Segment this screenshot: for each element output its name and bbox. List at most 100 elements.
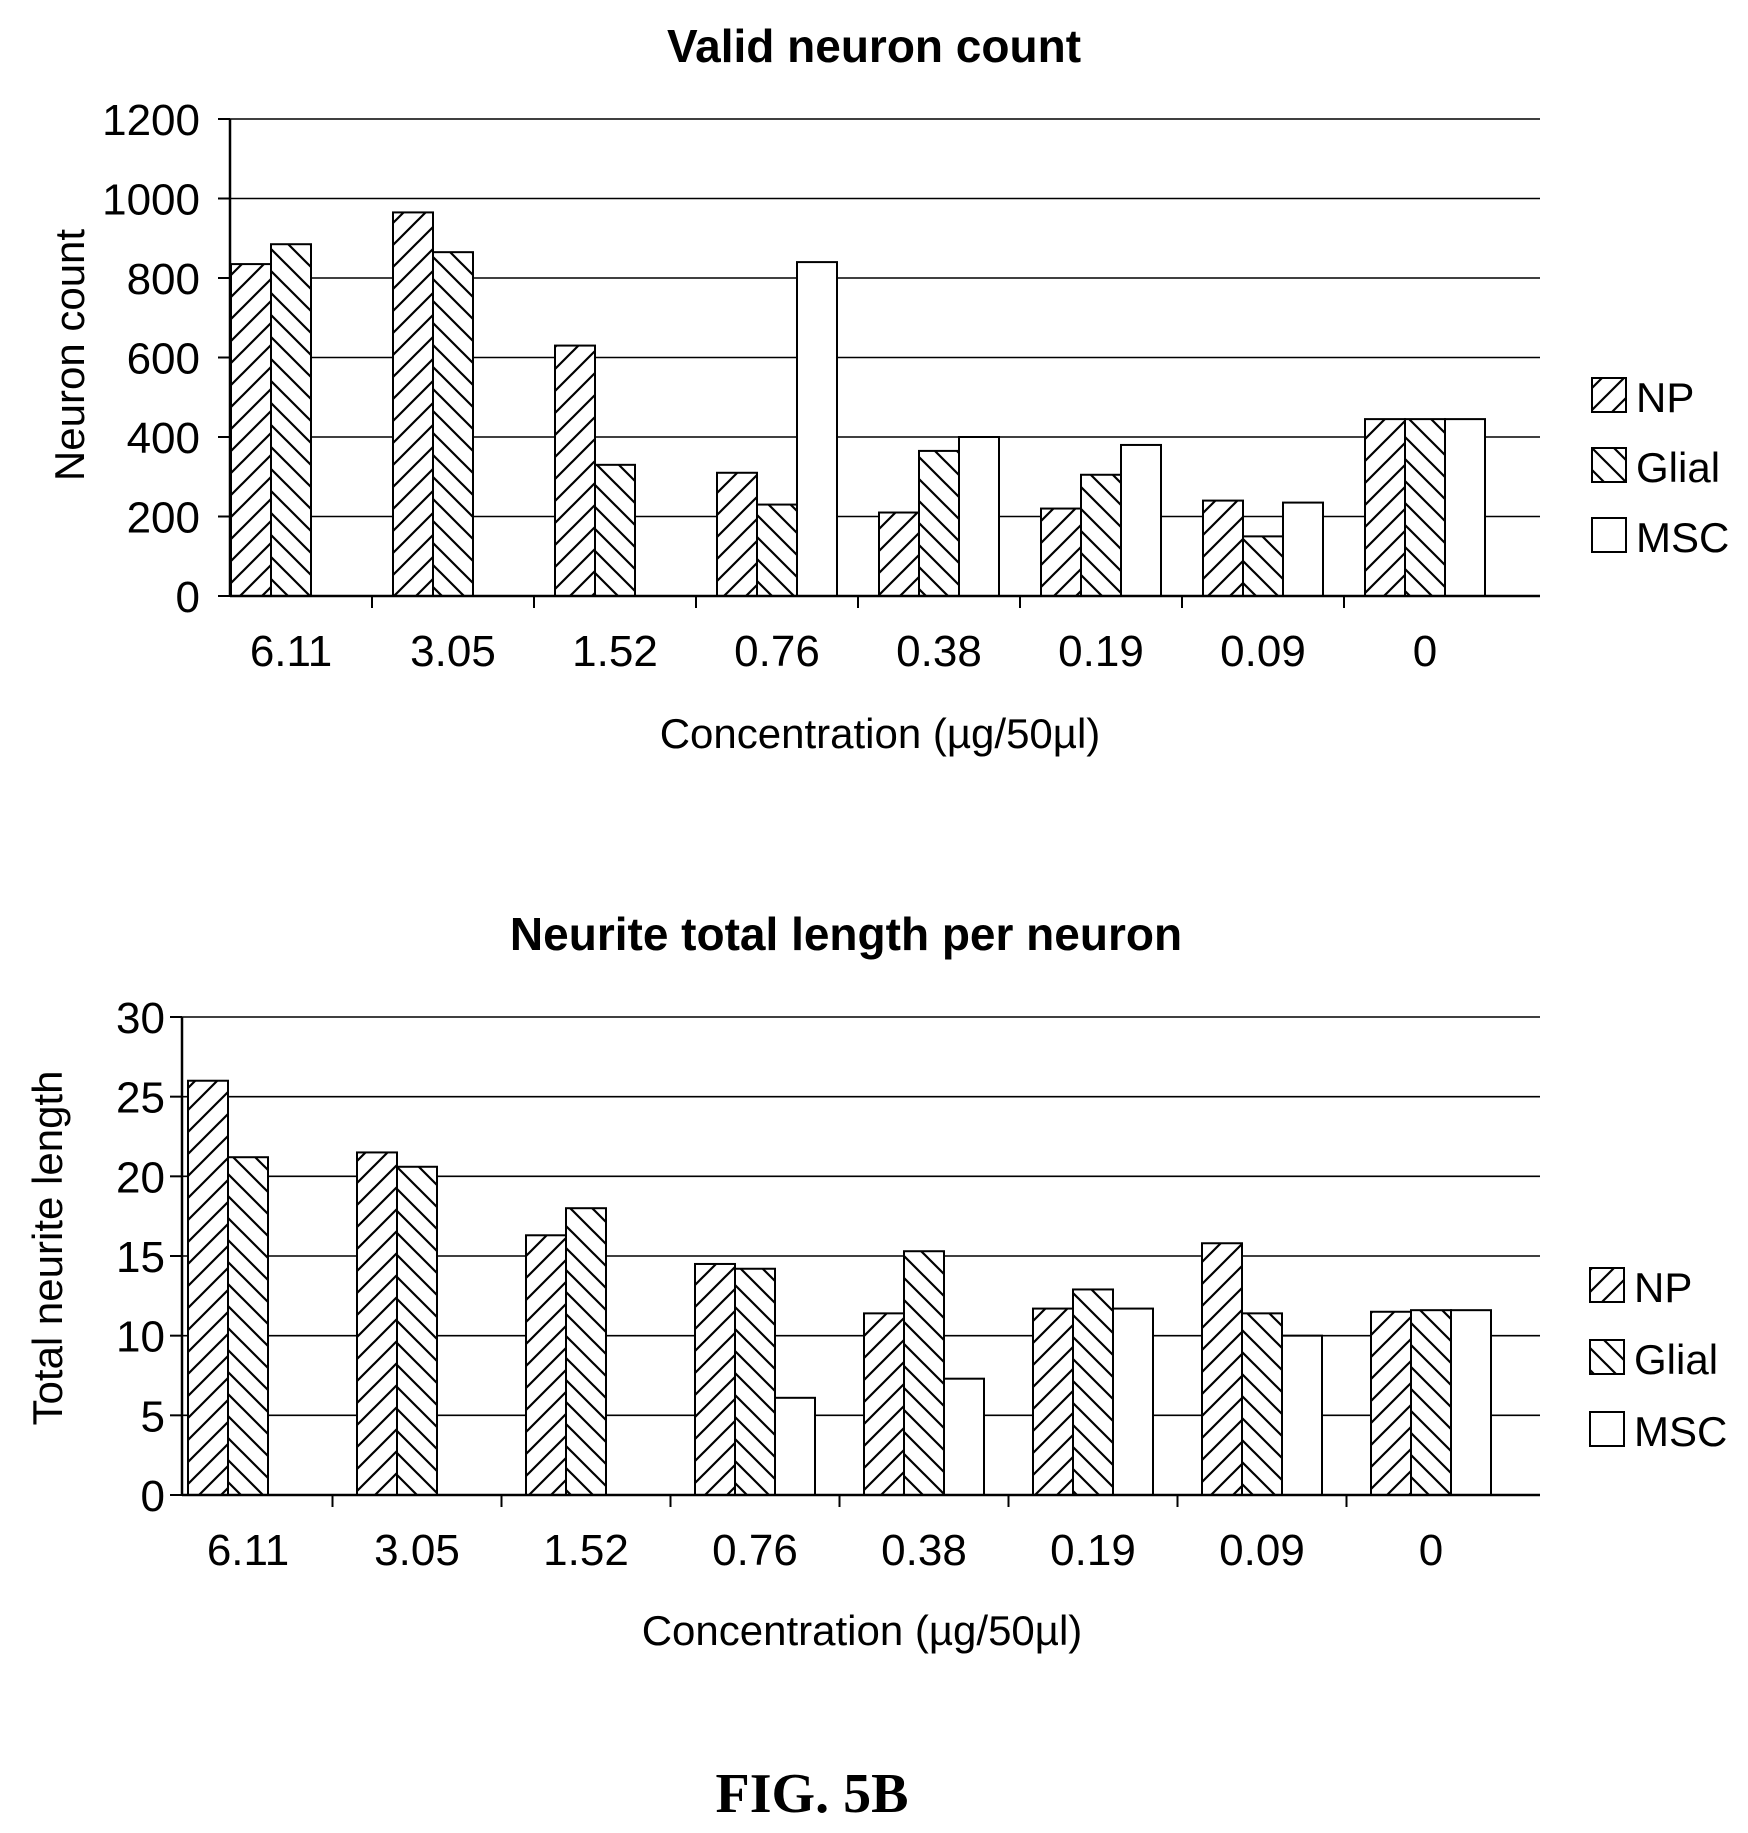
bar-msc-0.38: [943, 1377, 985, 1496]
y-tick-label: 20: [116, 1153, 165, 1202]
bars: [187, 1079, 1492, 1497]
bar-glial-0.19: [1080, 473, 1122, 598]
bar-np-0.38: [878, 511, 920, 598]
y-tick-label: 1200: [102, 96, 200, 145]
y-axis-label: Total neurite length: [24, 1071, 71, 1426]
x-tick-label: 6.11: [250, 627, 332, 676]
axes: [218, 118, 1540, 608]
bar-glial-6.11: [270, 243, 312, 597]
legend-item-glial: Glial: [1591, 444, 1720, 491]
x-tick-label: 0.09: [1219, 1526, 1305, 1575]
bar-np-0.19: [1040, 507, 1082, 597]
bar-np-0.09: [1201, 1242, 1243, 1496]
legend-item-msc: MSC: [1591, 514, 1729, 561]
bar-np-6.11: [230, 263, 272, 597]
x-axis-label: Concentration (µg/50µl): [642, 1607, 1083, 1654]
x-tick-label: 0.76: [734, 627, 820, 676]
bar-glial-0.76: [734, 1267, 776, 1497]
bar-msc-0.09: [1282, 501, 1324, 597]
axes: [170, 1016, 1540, 1507]
y-tick-label: 1000: [102, 176, 200, 225]
x-tick-labels: 6.11 3.05 1.52 0.76 0.38 0.19 0.09 0: [207, 1526, 1443, 1575]
valid-neuron-count-chart: Valid neuron count 0 200 400 600 800 1000 1200…: [46, 20, 1729, 757]
chart-title: Neurite total length per neuron: [510, 908, 1182, 960]
x-tick-label: 0: [1413, 627, 1437, 676]
legend: NP Glial MSC: [1591, 374, 1729, 561]
x-tick-label: 6.11: [207, 1526, 289, 1575]
y-tick-label: 600: [127, 335, 200, 384]
bar-glial-3.05: [396, 1165, 438, 1496]
figure-caption: FIG. 5B: [716, 1763, 909, 1825]
y-tick-label: 25: [116, 1074, 165, 1123]
legend-swatch: [1589, 1267, 1625, 1303]
y-tick-labels: 0 200 400 600 800 1000 1200: [102, 96, 200, 622]
bar-np-0.76: [694, 1262, 736, 1497]
y-tick-label: 10: [116, 1313, 165, 1362]
x-tick-label: 0.19: [1050, 1526, 1136, 1575]
y-tick-label: 30: [116, 994, 165, 1043]
x-tick-label: 3.05: [410, 627, 496, 676]
bar-glial-0.76: [756, 503, 798, 598]
legend-label: NP: [1634, 1264, 1692, 1311]
bar-np-1.52: [554, 344, 596, 598]
bar-glial-1.52: [594, 463, 636, 598]
bar-msc-0: [1450, 1309, 1492, 1496]
y-tick-label: 200: [127, 494, 200, 543]
bars: [230, 211, 1486, 598]
legend-swatch: [1589, 1411, 1625, 1447]
legend-label: MSC: [1636, 514, 1729, 561]
legend-swatch: [1589, 1339, 1625, 1375]
bar-glial-0.19: [1072, 1288, 1114, 1496]
bar-np-0.76: [716, 471, 758, 597]
bar-np-3.05: [356, 1151, 398, 1497]
y-tick-label: 400: [127, 414, 200, 463]
x-tick-label: 0.76: [712, 1526, 798, 1575]
legend-item-msc: MSC: [1589, 1408, 1727, 1455]
legend-label: Glial: [1636, 444, 1720, 491]
bar-np-3.05: [392, 211, 434, 597]
legend-item-np: NP: [1591, 374, 1694, 421]
legend-label: Glial: [1634, 1336, 1718, 1383]
neurite-total-length-chart: Neurite total length per neuron 0 5 10 15 20…: [24, 908, 1727, 1654]
bar-glial-6.11: [227, 1156, 269, 1497]
bar-np-0: [1370, 1310, 1412, 1497]
bar-msc-0.76: [796, 261, 838, 597]
x-tick-label: 0.19: [1058, 627, 1144, 676]
legend-swatch: [1591, 377, 1627, 413]
x-tick-label: 0: [1419, 1526, 1443, 1575]
y-tick-label: 5: [141, 1392, 165, 1441]
legend-swatch: [1591, 447, 1627, 483]
bar-np-0.09: [1202, 499, 1244, 598]
bar-glial-0: [1404, 418, 1446, 597]
y-tick-label: 0: [176, 573, 200, 622]
chart-title: Valid neuron count: [667, 20, 1081, 72]
bar-np-1.52: [525, 1234, 567, 1496]
bar-glial-0.38: [903, 1250, 945, 1496]
bar-np-6.11: [187, 1079, 229, 1496]
bar-msc-0.09: [1281, 1334, 1323, 1496]
legend-label: MSC: [1634, 1408, 1727, 1455]
y-tick-label: 800: [127, 255, 200, 304]
legend-item-glial: Glial: [1589, 1336, 1718, 1383]
x-tick-label: 0.09: [1220, 627, 1306, 676]
x-tick-label: 0.38: [881, 1526, 967, 1575]
bar-glial-1.52: [565, 1207, 607, 1496]
bar-np-0.38: [863, 1312, 905, 1496]
bar-msc-0.19: [1112, 1307, 1154, 1496]
bar-msc-0.38: [958, 436, 1000, 597]
y-tick-label: 15: [116, 1233, 165, 1282]
legend: NP Glial MSC: [1589, 1264, 1727, 1455]
x-tick-label: 1.52: [543, 1526, 629, 1575]
bar-glial-0: [1410, 1309, 1452, 1496]
x-tick-labels: 6.11 3.05 1.52 0.76 0.38 0.19 0.09 0: [250, 627, 1437, 676]
x-tick-label: 3.05: [374, 1526, 460, 1575]
legend-swatch: [1591, 517, 1627, 553]
bar-glial-0.09: [1242, 535, 1284, 597]
bar-np-0: [1364, 418, 1406, 597]
bar-msc-0.76: [774, 1396, 816, 1496]
bar-glial-3.05: [432, 251, 474, 597]
bar-np-0.19: [1032, 1307, 1074, 1496]
x-tick-label: 0.38: [896, 627, 982, 676]
bar-glial-0.09: [1241, 1312, 1283, 1496]
